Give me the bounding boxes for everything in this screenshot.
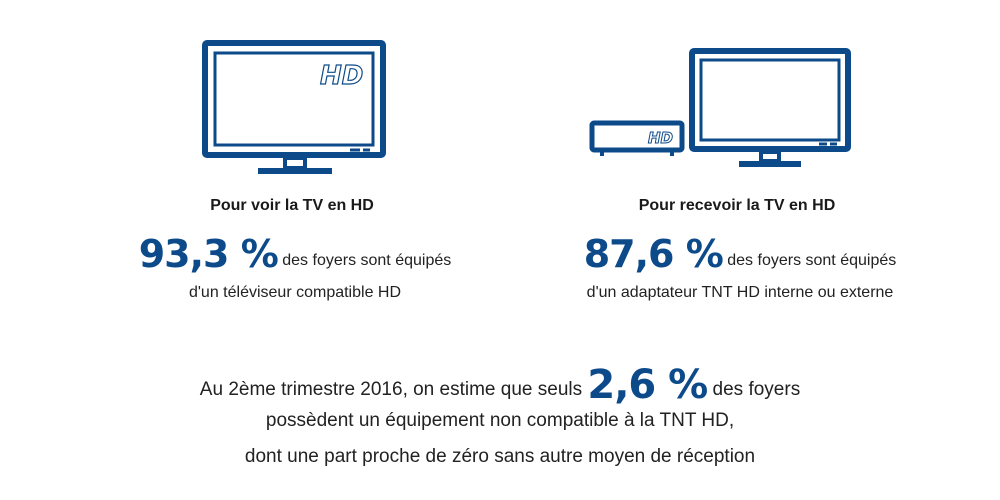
summary-after: des foyers [712,379,801,400]
right-stat: 87,6 % des foyers sont équipés [545,232,935,276]
left-line2: d'un téléviseur compatible HD [188,284,402,301]
box-hd-badge: HD [648,129,673,147]
tv-icon [687,48,855,170]
summary-before: Au 2ème trimestre 2016, on estime que se… [199,379,583,400]
left-percent: 93,3 % [138,232,279,276]
left-title: Pour voir la TV en HD [210,197,374,214]
left-line1: des foyers sont équipés [282,252,452,269]
summary-line2: possèdent un équipement non compatible à… [265,410,735,431]
set-top-box-icon: HD [588,120,688,160]
hd-badge: HD [320,61,363,91]
right-line1: des foyers sont équipés [727,252,897,269]
right-line2: d'un adaptateur TNT HD interne ou extern… [586,284,894,301]
right-percent: 87,6 % [583,232,724,276]
right-title: Pour recevoir la TV en HD [638,197,836,214]
summary-line1: Au 2ème trimestre 2016, on estime que se… [0,362,1000,408]
summary-line3: dont une part proche de zéro sans autre … [244,446,756,467]
hd-tv-icon: HD [200,40,390,180]
left-stat: 93,3 % des foyers sont équipés [110,232,480,276]
summary-percent: 2,6 % [587,362,708,408]
